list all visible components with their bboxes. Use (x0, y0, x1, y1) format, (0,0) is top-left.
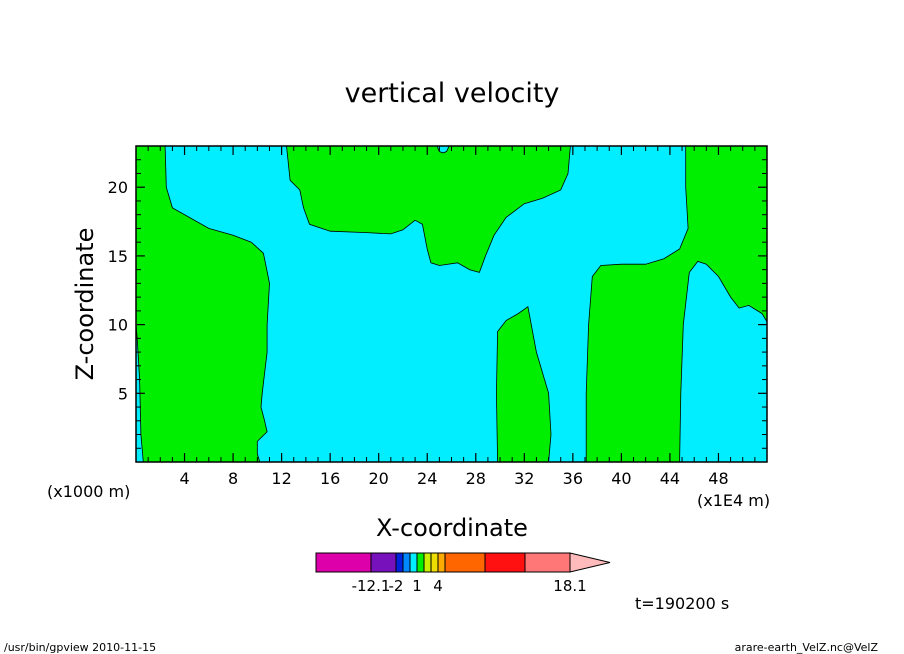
colorbar-swatch (444, 552, 486, 573)
x-unit-left: (x1000 m) (47, 482, 130, 501)
x-tick-label: 40 (611, 469, 631, 488)
x-tick-label: 8 (228, 469, 238, 488)
footer-left: /usr/bin/gpview 2010-11-15 (4, 641, 156, 654)
colorbar-swatch (484, 552, 526, 573)
colorbar-tick-label: -12.1 (352, 577, 391, 595)
colorbar-arrow (569, 552, 611, 573)
x-tick-label: 20 (369, 469, 389, 488)
y-tick-label: 15 (108, 247, 128, 266)
plot-area (135, 145, 768, 463)
y-axis-label: Z-coordinate (71, 228, 99, 381)
colorbar-tick-label: -2 (389, 577, 404, 595)
x-tick-label: 24 (417, 469, 437, 488)
colorbar-swatch (437, 552, 446, 573)
colorbar-swatch (430, 552, 439, 573)
time-label: t=190200 s (635, 594, 729, 613)
x-axis: 4 8 12 16 20 24 28 32 36 40 44 48 (147, 146, 756, 488)
region-lower-mid-updraft (495, 306, 552, 463)
y-tick-label: 5 (118, 384, 128, 403)
colorbar-swatch (409, 552, 418, 573)
colorbar-swatch (402, 552, 411, 573)
colorbar-swatch (370, 552, 397, 573)
colorbar-swatch (416, 552, 425, 573)
colorbar-tick-label: 4 (433, 577, 443, 595)
y-tick-label: 10 (108, 316, 128, 335)
colorbar-tick-label: 1 (412, 577, 422, 595)
y-tick-label: 20 (108, 178, 128, 197)
region-left-updraft (135, 145, 270, 463)
x-tick-label: 36 (563, 469, 583, 488)
x-tick-label: 32 (514, 469, 534, 488)
colorbar-swatch (423, 552, 432, 573)
colorbar-swatch (395, 552, 404, 573)
x-tick-label: 44 (660, 469, 680, 488)
chart-title: vertical velocity (345, 78, 560, 109)
x-axis-label: X-coordinate (376, 514, 528, 542)
x-tick-label: 48 (708, 469, 728, 488)
colorbar-swatch (315, 552, 372, 573)
footer-right: arare-earth_VelZ.nc@VelZ (735, 641, 879, 654)
x-tick-label: 28 (466, 469, 486, 488)
x-unit-right: (x1E4 m) (697, 491, 770, 510)
colorbar-tick-label: 18.1 (553, 577, 586, 595)
x-tick-label: 16 (320, 469, 340, 488)
x-tick-label: 4 (179, 469, 189, 488)
y-axis: 5 10 15 20 (108, 159, 767, 449)
colorbar: -12.1-2 1 4 18.1 (315, 552, 611, 595)
colorbar-swatch (524, 552, 571, 573)
x-tick-label: 12 (271, 469, 291, 488)
